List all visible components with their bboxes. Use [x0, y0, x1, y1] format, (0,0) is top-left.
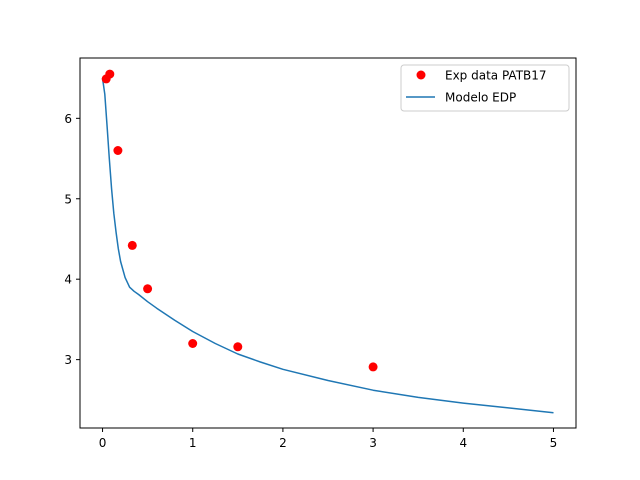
x-tick-label: 1 [189, 436, 197, 450]
series-line-modelo-edp [101, 77, 554, 414]
data-point [143, 284, 153, 294]
x-tick-label: 2 [279, 436, 287, 450]
y-tick-label: 4 [64, 273, 72, 287]
data-point [127, 240, 137, 250]
y-axis: 3 4 5 6 [64, 112, 80, 367]
legend: Exp data PATB17 Modelo EDP [400, 64, 570, 112]
x-tick-label: 0 [99, 436, 107, 450]
x-tick-label: 5 [550, 436, 558, 450]
data-point [113, 146, 123, 155]
y-tick-label: 3 [64, 353, 72, 367]
legend-label-modelo-edp: Modelo EDP [445, 91, 516, 105]
data-point [368, 362, 378, 372]
x-tick-label: 3 [369, 436, 377, 450]
y-tick-label: 5 [64, 192, 72, 206]
axes-frame [79, 57, 577, 429]
data-point [233, 342, 243, 352]
legend-box [400, 64, 570, 112]
plot-area [80, 58, 576, 428]
y-tick-label: 6 [64, 112, 72, 126]
x-axis: 0 1 2 3 4 5 [99, 428, 558, 450]
x-tick-label: 4 [459, 436, 467, 450]
series-layer [101, 69, 554, 414]
data-point [105, 69, 115, 79]
legend-marker-exp-data [416, 70, 426, 80]
data-point [188, 339, 198, 348]
legend-label-exp-data: Exp data PATB17 [445, 69, 547, 83]
